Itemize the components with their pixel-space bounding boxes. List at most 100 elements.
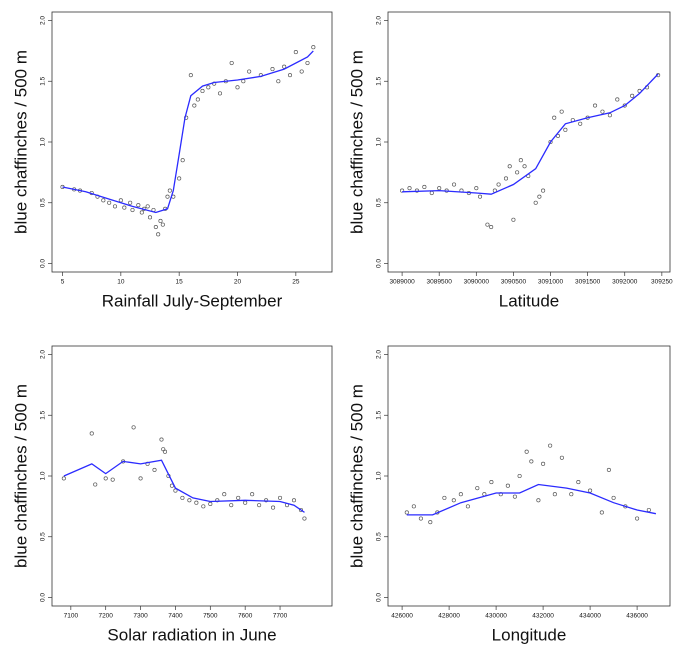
data-point <box>241 79 246 84</box>
x-tick-label: 7400 <box>168 613 183 620</box>
x-axis-label: Rainfall July-September <box>102 291 283 310</box>
data-point <box>442 495 447 500</box>
data-point <box>505 483 510 488</box>
data-point <box>110 477 115 482</box>
y-tick-label: 0.0 <box>40 259 47 268</box>
data-point <box>298 507 304 513</box>
data-point <box>599 510 604 515</box>
data-point <box>128 200 133 205</box>
x-tick-label: 432000 <box>532 613 554 620</box>
data-point <box>187 498 192 503</box>
data-point <box>311 45 316 50</box>
data-point <box>515 170 520 175</box>
data-point <box>156 232 161 237</box>
x-tick-label: 3090500 <box>501 279 527 286</box>
data-point <box>101 198 106 203</box>
data-point <box>130 207 135 213</box>
data-point <box>217 91 223 96</box>
data-point <box>229 503 234 508</box>
data-point <box>282 64 287 69</box>
data-point <box>152 467 157 472</box>
data-point <box>458 492 463 497</box>
data-point <box>229 60 234 66</box>
y-tick-label: 1.0 <box>40 137 47 146</box>
y-tick-label: 0.5 <box>376 198 383 207</box>
data-point <box>235 85 240 90</box>
data-point <box>153 224 158 230</box>
data-point <box>548 443 553 448</box>
data-point <box>206 85 211 90</box>
data-point <box>159 437 164 442</box>
y-tick-label: 1.5 <box>40 410 47 419</box>
x-tick-label: 3091500 <box>575 279 601 286</box>
data-point <box>422 184 427 190</box>
data-point <box>407 186 412 191</box>
data-point <box>600 109 605 114</box>
y-tick-label: 1.5 <box>40 76 47 85</box>
data-point <box>270 67 275 72</box>
panel: 426000 428000 430000 432000 434000 436000 0.0 0… <box>347 345 671 644</box>
x-tick-label: 7100 <box>64 613 79 620</box>
data-point <box>533 200 538 205</box>
data-point <box>477 194 483 199</box>
y-tick-label: 1.5 <box>376 76 383 85</box>
data-point <box>145 204 150 209</box>
y-tick-label: 0.0 <box>376 259 383 268</box>
x-tick-label: 5 <box>61 279 65 286</box>
x-tick-label: 3089500 <box>427 279 453 286</box>
data-point <box>437 186 442 191</box>
smooth-line <box>406 483 657 516</box>
data-point <box>173 488 178 493</box>
data-point <box>559 455 564 460</box>
data-point <box>305 60 310 66</box>
data-point <box>485 222 490 227</box>
data-point <box>287 73 293 78</box>
x-axis-label: Longitude <box>492 625 567 644</box>
data-point <box>61 476 66 481</box>
x-tick-label: 428000 <box>438 613 460 620</box>
data-point <box>507 164 512 169</box>
y-tick-label: 2.0 <box>376 16 383 25</box>
x-tick-label: 436000 <box>626 613 648 620</box>
data-point <box>201 504 206 509</box>
x-tick-label: 10 <box>117 279 125 286</box>
data-point <box>559 109 564 114</box>
data-point <box>271 505 276 510</box>
y-tick-label: 1.0 <box>376 471 383 480</box>
data-point <box>518 158 523 163</box>
data-point <box>517 473 522 479</box>
data-point <box>131 425 136 430</box>
data-point <box>222 492 227 497</box>
data-point <box>299 69 304 74</box>
plot-frame <box>387 11 671 273</box>
data-point <box>465 504 470 509</box>
data-point <box>592 103 598 108</box>
data-point <box>139 210 144 215</box>
data-point <box>236 495 241 500</box>
data-point <box>195 97 200 102</box>
data-point <box>404 510 409 515</box>
data-point <box>180 495 185 500</box>
data-point <box>552 115 557 120</box>
plot-frame <box>51 11 333 273</box>
panel: 3089000 3089500 3090000 3090500 3091000 30915… <box>347 11 673 310</box>
data-point <box>107 200 112 205</box>
data-point <box>635 516 640 521</box>
data-point <box>489 480 494 485</box>
x-tick-label: 15 <box>176 279 184 286</box>
data-point <box>429 190 434 196</box>
y-tick-label: 2.0 <box>40 16 47 25</box>
data-point <box>165 194 170 199</box>
y-tick-label: 1.5 <box>376 410 383 419</box>
data-point <box>277 495 283 500</box>
data-point <box>400 188 405 193</box>
data-point <box>529 459 534 464</box>
data-point <box>489 224 494 230</box>
smooth-line <box>402 73 659 195</box>
data-point <box>563 127 568 132</box>
x-axis-label: Latitude <box>499 291 560 310</box>
x-tick-label: 25 <box>292 279 300 286</box>
y-axis-label: blue chaffinches / 500 m <box>347 50 366 234</box>
data-point <box>552 492 557 497</box>
